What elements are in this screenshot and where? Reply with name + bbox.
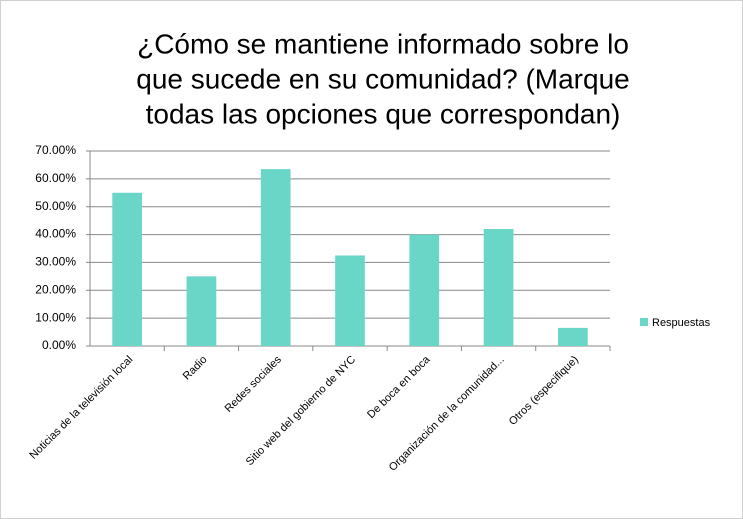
y-tick-label: 0.00%	[42, 338, 76, 352]
y-tick-label: 20.00%	[35, 282, 76, 296]
legend-swatch	[640, 318, 648, 326]
y-tick-label: 50.00%	[35, 199, 76, 213]
bar	[186, 276, 217, 346]
bar	[409, 234, 440, 346]
chart-title: ¿Cómo se mantiene informado sobre lo	[137, 28, 629, 59]
bar	[483, 229, 514, 346]
y-tick-label: 70.00%	[35, 143, 76, 157]
bar	[112, 192, 142, 346]
bar	[260, 169, 291, 346]
bar	[558, 327, 588, 346]
y-tick-label: 40.00%	[35, 227, 76, 241]
chart-title: que sucede en su comunidad? (Marque	[136, 63, 629, 94]
bar	[335, 255, 365, 346]
y-tick-label: 10.00%	[35, 310, 76, 324]
legend-label: Respuestas	[652, 317, 711, 329]
y-tick-label: 30.00%	[35, 255, 76, 269]
chart-title: todas las opciones que correspondan)	[146, 98, 621, 129]
y-tick-label: 60.00%	[35, 171, 76, 185]
